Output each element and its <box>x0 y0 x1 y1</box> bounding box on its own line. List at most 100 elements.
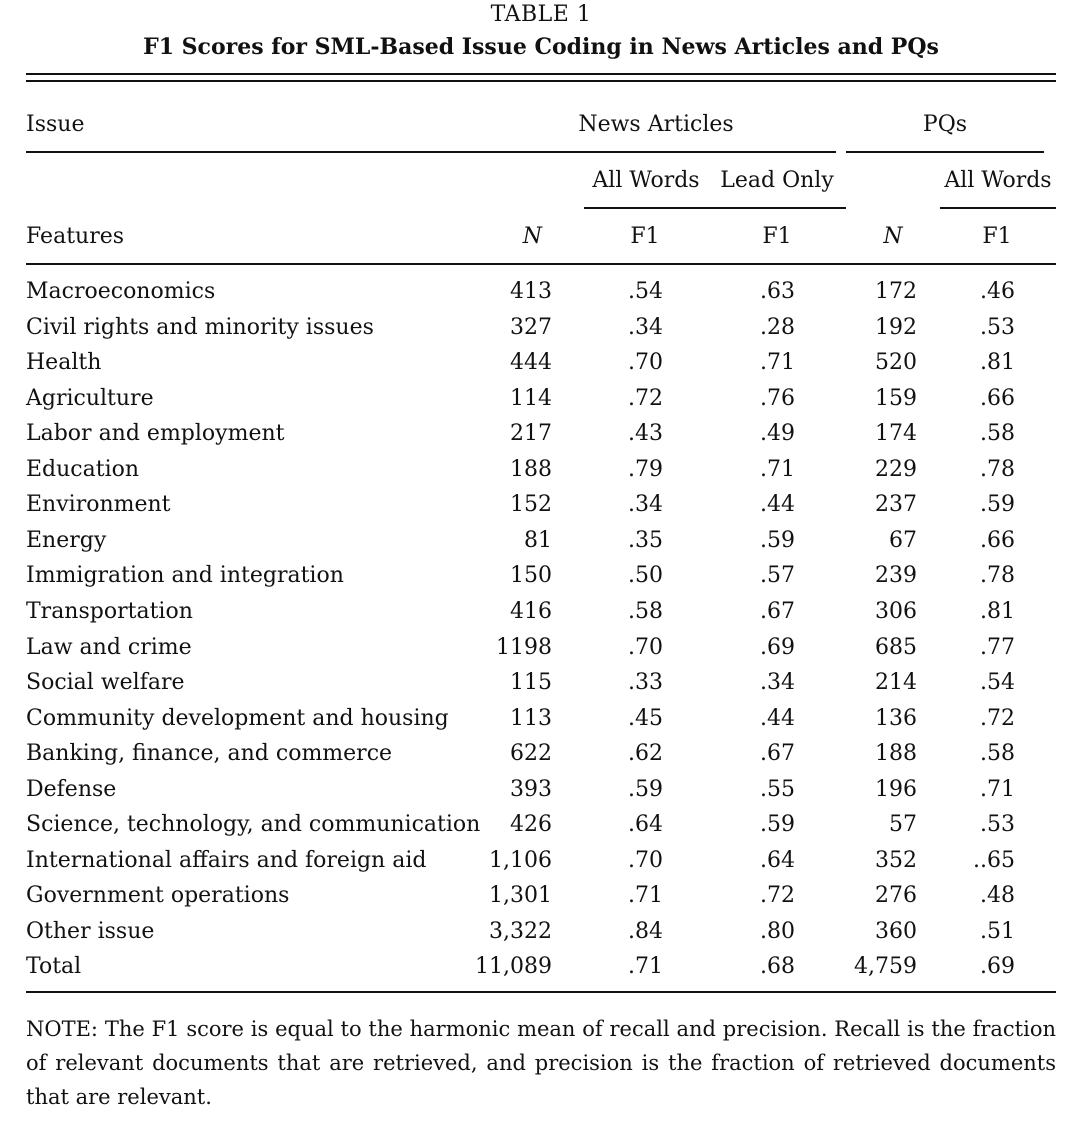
rule-pqs <box>846 151 1044 153</box>
cell-f1-pq: .69 <box>980 954 1015 980</box>
cell-f1-lead-only: .71 <box>760 456 795 482</box>
cell-n-pq: 239 <box>875 563 917 589</box>
cell-n: 413 <box>510 279 552 304</box>
table-note: NOTE: The F1 score is equal to the harmo… <box>26 1012 1056 1114</box>
cell-n: 393 <box>510 776 552 802</box>
cell-f1-lead-only: .55 <box>760 776 795 802</box>
cell-issue: Banking, finance, and commerce <box>26 741 393 767</box>
cell-f1-all-words: .64 <box>628 812 663 838</box>
cell-issue: Social welfare <box>26 670 185 696</box>
cell-issue: Other issue <box>26 918 155 944</box>
bottom-rule <box>26 991 1056 993</box>
cell-f1-all-words: .71 <box>628 883 663 909</box>
rule-issue <box>26 151 836 153</box>
cell-n: 150 <box>510 563 552 589</box>
cell-f1-lead-only: .34 <box>760 670 795 696</box>
cell-f1-lead-only: .67 <box>760 741 795 767</box>
cell-f1-pq: .54 <box>980 670 1015 696</box>
cell-issue: Agriculture <box>26 385 154 411</box>
cell-issue: Immigration and integration <box>26 563 344 589</box>
header-bottom-rule <box>26 263 1056 265</box>
cell-f1-pq: .51 <box>980 918 1015 944</box>
cell-f1-lead-only: .80 <box>760 918 795 944</box>
cell-n: 115 <box>510 670 552 696</box>
cell-issue: Total <box>26 954 82 980</box>
cell-n: 1,301 <box>489 883 552 909</box>
cell-f1-all-words: .54 <box>628 279 663 304</box>
cell-n-pq: 520 <box>875 350 917 376</box>
cell-f1-all-words: .70 <box>628 350 663 376</box>
top-rule <box>26 73 1056 75</box>
cell-f1-lead-only: .63 <box>760 279 795 304</box>
cell-n: 113 <box>510 705 552 731</box>
header-f1-pq: F1 <box>982 224 1012 249</box>
cell-issue: Health <box>26 350 102 376</box>
cell-f1-pq: .48 <box>980 883 1015 909</box>
header-issue: Issue <box>26 112 85 137</box>
header-all-words: All Words <box>592 168 700 193</box>
cell-n-pq: 4,759 <box>854 954 917 980</box>
cell-issue: Community development and housing <box>26 705 449 731</box>
cell-n: 114 <box>510 385 552 411</box>
cell-n: 416 <box>510 598 552 624</box>
cell-n: 622 <box>510 741 552 767</box>
cell-f1-pq: .66 <box>980 385 1015 411</box>
cell-f1-lead-only: .59 <box>760 527 795 553</box>
cell-f1-lead-only: .28 <box>760 314 795 340</box>
header-f1-lead: F1 <box>762 224 792 249</box>
cell-f1-all-words: .45 <box>628 705 663 731</box>
rule-pq-sub <box>940 207 1056 209</box>
cell-f1-pq: .66 <box>980 527 1015 553</box>
cell-issue: International affairs and foreign aid <box>26 847 427 873</box>
cell-f1-pq: .78 <box>980 563 1015 589</box>
cell-issue: Education <box>26 456 140 482</box>
cell-f1-all-words: .71 <box>628 954 663 980</box>
cell-f1-lead-only: .49 <box>760 421 795 447</box>
cell-n-pq: 136 <box>875 705 917 731</box>
cell-f1-pq: .78 <box>980 456 1015 482</box>
cell-f1-lead-only: .68 <box>760 954 795 980</box>
cell-f1-lead-only: .64 <box>760 847 795 873</box>
header-pqs: PQs <box>922 112 968 137</box>
cell-f1-all-words: .70 <box>628 847 663 873</box>
header-pq-all-words: All Words <box>944 168 1052 193</box>
header-n: N <box>522 224 542 249</box>
cell-n-pq: 192 <box>875 314 917 340</box>
cell-n-pq: 276 <box>875 883 917 909</box>
cell-n-pq: 306 <box>875 598 917 624</box>
cell-f1-pq: .77 <box>980 634 1015 660</box>
cell-f1-lead-only: .57 <box>760 563 795 589</box>
cell-n-pq: 57 <box>889 812 917 838</box>
cell-n: 188 <box>510 456 552 482</box>
cell-issue: Macroeconomics <box>26 279 216 304</box>
cell-issue: Energy <box>26 527 107 553</box>
note-text: The F1 score is equal to the harmonic me… <box>26 1017 1056 1109</box>
cell-issue: Defense <box>26 776 117 802</box>
cell-f1-pq: .46 <box>980 279 1015 304</box>
cell-issue: Transportation <box>26 598 193 624</box>
cell-f1-all-words: .43 <box>628 421 663 447</box>
table-caption-title: F1 Scores for SML-Based Issue Coding in … <box>143 34 939 60</box>
cell-n-pq: 172 <box>875 279 917 304</box>
cell-f1-pq: .58 <box>980 741 1015 767</box>
cell-issue: Environment <box>26 492 171 518</box>
cell-issue: Civil rights and minority issues <box>26 314 374 340</box>
header-lead-only: Lead Only <box>720 168 834 193</box>
header-n-pq: N <box>883 224 903 249</box>
rule-news-sub <box>584 207 846 209</box>
cell-n-pq: 360 <box>875 918 917 944</box>
cell-f1-pq: .72 <box>980 705 1015 731</box>
cell-issue: Labor and employment <box>26 421 285 447</box>
cell-f1-all-words: .70 <box>628 634 663 660</box>
cell-n-pq: 174 <box>875 421 917 447</box>
cell-f1-all-words: .35 <box>628 527 663 553</box>
top-rule-2 <box>26 80 1056 82</box>
cell-f1-all-words: .79 <box>628 456 663 482</box>
cell-f1-lead-only: .71 <box>760 350 795 376</box>
cell-n: 11,089 <box>475 954 552 980</box>
cell-n-pq: 685 <box>875 634 917 660</box>
cell-n-pq: 67 <box>889 527 917 553</box>
cell-n: 1198 <box>496 634 552 660</box>
header-features: Features <box>26 224 125 249</box>
cell-n: 426 <box>510 812 552 838</box>
